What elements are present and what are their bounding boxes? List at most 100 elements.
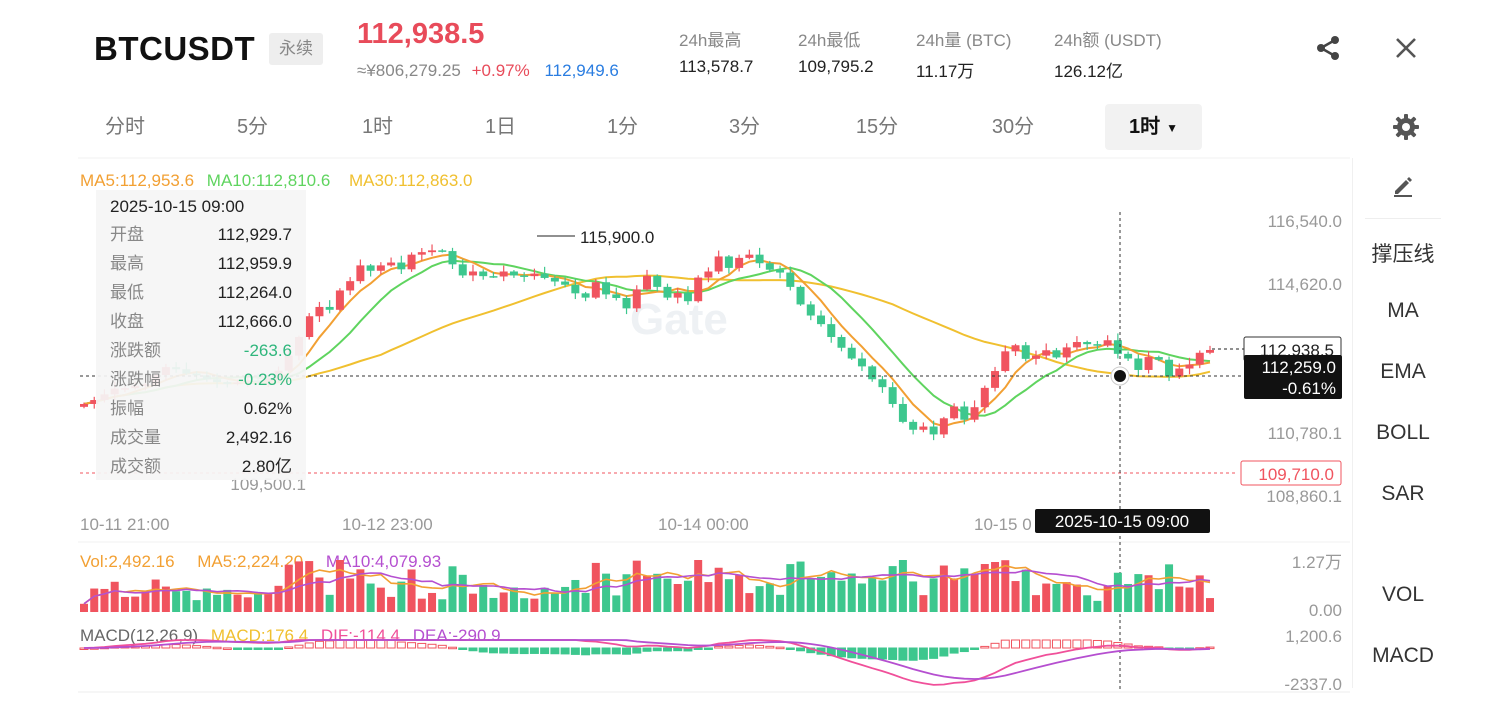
macd-bar [970,647,980,650]
volume-bar [1185,587,1194,612]
crosshair-percent: -0.61% [1282,379,1336,398]
candle-down [1134,354,1143,376]
volume-bar [1206,598,1214,612]
tab-3min[interactable]: 3分 [728,116,761,138]
candle-body [745,254,754,258]
volume-bar [530,598,539,612]
sub-price-line: ≈¥806,279.25 +0.97% 112,949.6 [357,61,619,81]
volume-bar [878,580,887,612]
indicator-sar[interactable]: SAR [1381,482,1425,505]
candle-body [755,254,764,264]
candle-down [724,255,733,274]
volume-bar [131,596,140,612]
indicator-ma[interactable]: MA [1387,299,1419,322]
tooltip-row-change: 涨跌额 -263.6 [110,336,292,365]
macd-bar [1000,639,1010,649]
macd-bar [959,647,969,653]
tab-1day[interactable]: 1日 [484,116,517,138]
candle-body [817,315,826,325]
volume-bar [950,578,959,612]
tab-5min[interactable]: 5分 [236,116,269,138]
candle-body [622,297,631,309]
volume-bar [182,590,191,612]
stat-24h-high: 24h最高 113,578.7 [679,26,753,77]
indicator-macd[interactable]: MACD [1372,644,1434,667]
volume-bar [202,588,211,612]
volume-bar [509,587,518,612]
candle-body [540,273,549,278]
volume-bar [581,592,590,612]
candle-down [755,247,764,268]
close-icon[interactable] [1388,30,1424,66]
volume-bar [499,592,508,612]
draw-tool-icon[interactable] [1353,172,1453,204]
candle-body [335,290,344,310]
volume-bar [857,583,866,612]
candle-up [428,244,437,256]
candle-down [458,259,467,278]
macd-bar [908,647,918,661]
candle-up [991,366,1000,392]
tab-time-share[interactable]: 分时 [105,116,145,138]
low-price-tag [1240,460,1342,486]
share-icon[interactable] [1310,30,1346,66]
high-price-label: 115,900.0 [580,228,654,247]
gear-icon[interactable] [1388,109,1424,145]
x-tick-label: 10-14 00:00 [658,515,749,534]
indicator-vol[interactable]: VOL [1381,583,1425,606]
candle-down [878,376,887,393]
volume-bar [571,579,580,612]
candle-down [827,317,836,343]
candle-body [366,265,375,271]
macd-bar [888,647,898,660]
candle-up [673,287,682,304]
kline-chart-svg[interactable]: Gate MA5:112,953.6 MA10:112,810.6 MA30:1… [0,155,1352,700]
candle-body [509,271,518,276]
tab-15min[interactable]: 15分 [855,116,899,138]
volume-bar [673,583,682,612]
tooltip-key: 开盘 [110,225,144,244]
candle-down [325,300,334,314]
macd-bar [171,644,181,649]
tab-1min[interactable]: 1分 [606,116,639,138]
indicator-ema[interactable]: EMA [1380,360,1426,383]
volume-bar [274,585,283,612]
candle-down [397,255,406,274]
candle-down [479,269,488,280]
macd-bar [263,647,273,650]
volume-bar [151,579,160,612]
candle-body [847,347,856,359]
tab-1hour-selected[interactable]: 1时 ▼ [1105,104,1202,150]
macd-bar [1031,639,1041,649]
indicator-boll[interactable]: BOLL [1376,421,1430,444]
macd-tick-label: 1,200.6 [1285,627,1342,646]
volume-bar [929,578,938,612]
volume-bar [366,583,375,612]
indicator-support-resistance[interactable]: 撑压线 [1371,243,1435,266]
volume-bar [161,586,170,612]
candle-up [632,285,641,312]
macd-bar [796,647,806,652]
stat-24h-turnover: 24h额 (USDT) 126.12亿 [1054,26,1162,82]
watermark-logo: Gate [630,295,728,344]
candle-down [1154,355,1163,362]
volume-bar [1042,583,1051,612]
macd-bar [314,640,324,649]
tab-30min[interactable]: 30分 [991,116,1035,138]
tooltip-value: 112,264.0 [217,283,292,302]
contract-type-badge[interactable]: 永续 [269,33,323,65]
macd-bar [1103,640,1113,649]
volume-bar [960,568,969,612]
kline-chart[interactable]: Gate MA5:112,953.6 MA10:112,810.6 MA30:1… [0,155,1352,700]
y-tick-label: 110,780.1 [1268,424,1342,443]
volume-bar [622,574,631,612]
candle-down [1113,333,1122,359]
header: BTCUSDT 永续 112,938.5 ≈¥806,279.25 +0.97%… [0,0,1500,100]
volume-bar [80,603,88,612]
candle-body [438,250,447,252]
tab-1hour[interactable]: 1时 [361,116,394,138]
macd-bar [703,647,713,650]
tooltip-row-low: 最低 112,264.0 [110,278,292,307]
volume-bar [264,593,273,612]
macd-dea: DEA:-290.9 [413,626,501,645]
